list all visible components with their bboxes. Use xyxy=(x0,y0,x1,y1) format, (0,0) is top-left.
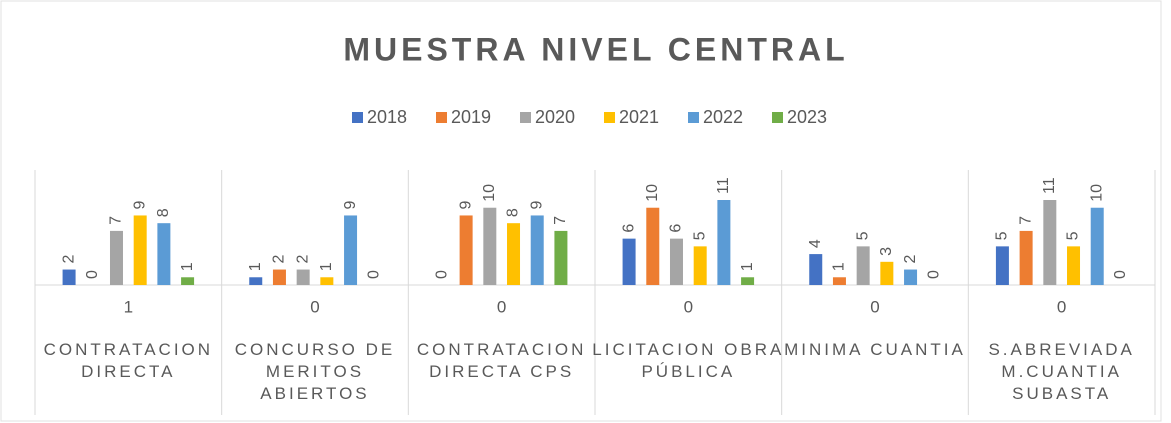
bar xyxy=(320,277,334,285)
legend-swatch xyxy=(688,112,699,123)
bar xyxy=(646,207,660,285)
value-label: 4 xyxy=(807,239,824,248)
bar xyxy=(483,207,497,285)
category-sublabel: 0 xyxy=(310,297,319,316)
x-tick-label: CONTRATACION DIRECTA CPS xyxy=(416,340,587,381)
bar xyxy=(344,215,358,285)
category-sublabel: 0 xyxy=(870,297,879,316)
x-tick-label: CONCURSO DE MERITOS ABIERTOS xyxy=(234,340,396,403)
bar xyxy=(296,269,310,285)
x-tick-label: MINIMA CUANTIA xyxy=(784,340,966,359)
legend-label: 2023 xyxy=(787,107,827,127)
bar xyxy=(809,254,823,285)
value-label: 8 xyxy=(505,208,522,217)
value-label: 1 xyxy=(739,262,756,271)
legend-swatch xyxy=(436,112,447,123)
bar xyxy=(904,269,918,285)
bar xyxy=(249,277,263,285)
value-label: 1 xyxy=(831,262,848,271)
value-label: 0 xyxy=(1112,270,1129,279)
chart-title: MUESTRA NIVEL CENTRAL xyxy=(343,31,848,67)
value-label: 8 xyxy=(155,208,172,217)
bar xyxy=(669,238,683,285)
category-sublabel: 0 xyxy=(684,297,693,316)
value-label: 2 xyxy=(294,255,311,264)
value-label: 7 xyxy=(1017,216,1034,225)
bar xyxy=(741,277,755,285)
bar xyxy=(880,261,894,285)
value-label: 10 xyxy=(1088,184,1105,202)
value-label: 1 xyxy=(179,262,196,271)
x-tick-label: CONTRATACION DIRECTA xyxy=(43,340,214,381)
value-label: 2 xyxy=(271,255,288,264)
value-label: 5 xyxy=(994,231,1011,240)
bar xyxy=(530,215,544,285)
bar xyxy=(181,277,195,285)
bar xyxy=(856,246,870,285)
value-label: 3 xyxy=(878,247,895,256)
bar xyxy=(1043,200,1057,285)
value-label: 9 xyxy=(528,200,545,209)
bar xyxy=(109,230,123,285)
bar xyxy=(1090,207,1104,285)
bar xyxy=(832,277,846,285)
legend-label: 2020 xyxy=(535,107,575,127)
legend-swatch xyxy=(352,112,363,123)
value-label: 1 xyxy=(318,262,335,271)
bar xyxy=(1019,230,1033,285)
value-label: 10 xyxy=(481,184,498,202)
value-label: 2 xyxy=(60,255,77,264)
bar xyxy=(272,269,286,285)
value-label: 9 xyxy=(457,200,474,209)
bar xyxy=(717,200,731,285)
value-label: 7 xyxy=(552,216,569,225)
value-label: 9 xyxy=(342,200,359,209)
value-label: 1 xyxy=(247,262,264,271)
value-label: 5 xyxy=(854,231,871,240)
bar xyxy=(554,230,568,285)
legend-label: 2018 xyxy=(367,107,407,127)
x-tick-label: LICITACION OBRA PÚBLICA xyxy=(592,340,785,381)
legend-swatch xyxy=(520,112,531,123)
legend-swatch xyxy=(604,112,615,123)
value-label: 2 xyxy=(902,255,919,264)
bar xyxy=(62,269,76,285)
bar xyxy=(133,215,147,285)
value-label: 0 xyxy=(84,270,101,279)
legend-swatch xyxy=(772,112,783,123)
value-label: 0 xyxy=(365,270,382,279)
value-label: 11 xyxy=(1041,177,1058,194)
value-label: 6 xyxy=(668,224,685,233)
value-label: 9 xyxy=(131,200,148,209)
value-label: 6 xyxy=(620,224,637,233)
x-tick-label: S.ABREVIADA M.CUANTIA SUBASTA xyxy=(988,340,1135,403)
bar xyxy=(507,223,521,285)
value-label: 11 xyxy=(715,177,732,194)
bar xyxy=(157,223,171,285)
value-label: 5 xyxy=(691,231,708,240)
category-sublabel: 0 xyxy=(1057,297,1066,316)
bar xyxy=(693,246,707,285)
legend-label: 2021 xyxy=(619,107,659,127)
category-sublabel: 1 xyxy=(124,297,133,316)
value-label: 5 xyxy=(1065,231,1082,240)
value-label: 7 xyxy=(108,216,125,225)
legend-label: 2019 xyxy=(451,107,491,127)
value-label: 10 xyxy=(644,184,661,202)
value-label: 0 xyxy=(925,270,942,279)
bar xyxy=(1067,246,1081,285)
bar xyxy=(622,238,636,285)
bar xyxy=(459,215,473,285)
bar xyxy=(995,246,1009,285)
category-sublabel: 0 xyxy=(497,297,506,316)
legend-label: 2022 xyxy=(703,107,743,127)
value-label: 0 xyxy=(434,270,451,279)
